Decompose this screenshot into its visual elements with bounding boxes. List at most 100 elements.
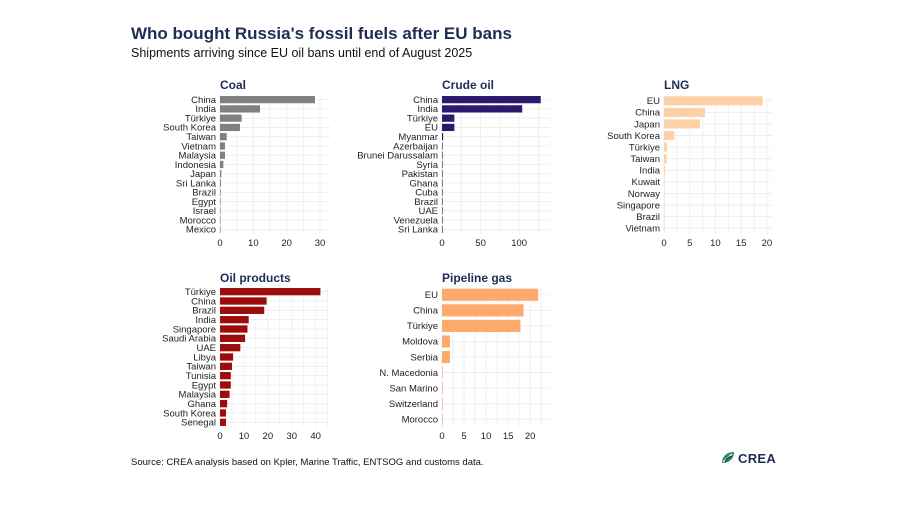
category-label: China [635,108,661,119]
x-tick-label: 0 [661,238,666,249]
bar-syria [442,160,443,169]
bar-t-rkiye [220,288,321,296]
category-label: Ghana [187,399,216,410]
bar-israel [220,207,221,215]
bar-malaysia [220,390,230,398]
category-label: Indonesia [175,160,217,171]
category-label: EU [425,123,438,134]
category-label: Egypt [192,380,217,391]
bar-libya [220,353,234,361]
chart-subtitle: Shipments arriving since EU oil bans unt… [131,46,473,60]
bar-saudi-arabia [220,334,246,342]
x-tick-label: 5 [687,238,692,249]
category-label: Singapore [173,324,216,335]
bar-china [220,96,315,104]
category-label: Libya [193,352,216,363]
category-label: Singapore [617,200,660,211]
x-tick-label: 10 [248,238,259,249]
bar-norway [664,188,665,198]
bar-morocco [442,413,443,426]
category-label: UAE [418,206,438,217]
bar-india [220,316,249,324]
bar-singapore [220,325,248,333]
category-label: Egypt [192,197,217,208]
category-label: N. Macedonia [379,368,438,379]
category-label: Israel [193,206,216,217]
bar-ghana [442,179,443,187]
chart-title: Who bought Russia's fossil fuels after E… [131,24,512,43]
panel-title: Crude oil [442,78,494,92]
category-label: Mexico [186,225,216,236]
category-label: Ghana [409,178,438,189]
source-note: Source: CREA analysis based on Kpler, Ma… [131,457,484,468]
category-label: Brazil [192,306,216,317]
bar-vietnam [220,142,225,150]
crea-leaf-icon [722,452,734,463]
bar-india [220,105,260,113]
x-tick-label: 20 [762,238,773,249]
category-label: China [413,95,439,106]
bar-pakistan [442,170,443,178]
panel-title: Oil products [220,271,291,285]
category-label: Türkiye [407,321,438,332]
category-label: Brazil [414,197,438,208]
x-tick-label: 30 [315,238,326,249]
bar-morocco [220,216,221,224]
bar-sri-lanka [220,179,221,187]
category-label: EU [647,96,660,107]
category-label: Vietnam [181,141,216,152]
bar-eu [664,96,763,106]
bar-china [442,304,524,317]
category-label: Türkiye [629,142,660,153]
category-label: China [191,95,217,106]
bar-singapore [664,200,665,210]
x-tick-label: 30 [286,431,297,442]
category-label: Brazil [636,212,660,223]
x-tick-label: 5 [461,431,466,442]
category-label: South Korea [607,131,661,142]
bar-azerbaijan [442,142,443,150]
category-label: Tunisia [186,371,217,382]
x-tick-label: 20 [281,238,292,249]
bar-t-rkiye [442,114,455,122]
category-label: India [639,166,660,177]
category-label: China [413,306,439,317]
x-tick-label: 10 [710,238,721,249]
bar-venezuela [442,216,443,224]
bar-n-macedonia [442,366,443,379]
category-label: Norway [628,189,660,200]
bar-t-rkiye [664,142,668,152]
category-label: Taiwan [186,362,216,373]
bar-india [664,165,666,175]
bar-taiwan [664,154,667,164]
bar-t-rkiye [442,319,521,332]
bar-japan [220,170,222,178]
category-label: Japan [190,169,216,180]
category-label: Serbia [411,352,439,363]
category-label: China [191,296,217,307]
category-label: Switzerland [389,399,438,410]
panel-crude-oil: Crude oilChinaIndiaTürkiyeEUMyanmarAzerb… [357,78,550,249]
x-tick-label: 0 [217,431,222,442]
x-tick-label: 10 [481,431,492,442]
category-label: South Korea [163,123,217,134]
category-label: UAE [196,343,216,354]
bar-tunisia [220,372,231,380]
bar-malaysia [220,151,225,159]
category-label: Sri Lanka [398,225,439,236]
category-label: Vietnam [625,224,660,235]
category-label: India [417,104,438,115]
x-tick-label: 0 [217,238,222,249]
bar-serbia [442,350,450,364]
x-tick-label: 0 [439,431,444,442]
bar-eu [442,288,539,301]
bar-senegal [220,418,226,426]
bar-mexico [220,225,221,233]
bar-brazil [442,197,443,206]
bar-uae [442,207,443,215]
category-label: Kuwait [631,177,660,188]
panel-title: Coal [220,78,246,92]
bar-taiwan [220,362,232,370]
crea-logo: CREA [720,450,776,466]
